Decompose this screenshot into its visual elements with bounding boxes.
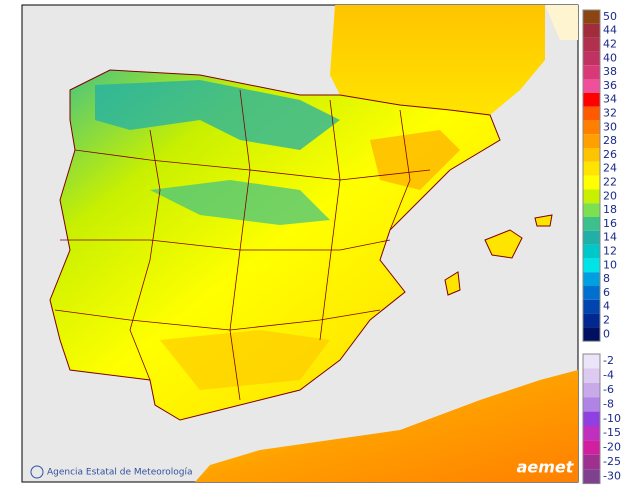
- legend-swatch: [583, 175, 600, 190]
- legend-label: 18: [603, 203, 617, 216]
- legend-label: -20: [603, 441, 621, 454]
- legend-label: 2: [603, 314, 610, 327]
- legend-swatch: [583, 51, 600, 66]
- legend-swatch: [583, 382, 600, 398]
- legend-label: 20: [603, 189, 617, 202]
- legend-swatch: [583, 10, 600, 24]
- legend-label: -8: [603, 397, 614, 410]
- credit-icon: [30, 465, 44, 479]
- legend-label: 4: [603, 300, 610, 313]
- legend-label: 36: [603, 79, 617, 92]
- legend-swatch: [583, 65, 600, 79]
- map: Agencia Estatal de Meteorología aemet: [21, 4, 579, 483]
- legend-swatch: [583, 286, 600, 300]
- legend-label: 6: [603, 286, 610, 299]
- cold-center: [150, 180, 330, 225]
- legend-swatch: [583, 454, 600, 470]
- legend-swatch: [583, 327, 600, 342]
- legend-label: -2: [603, 354, 614, 367]
- legend-frame: [582, 353, 601, 485]
- legend-label: 14: [603, 231, 617, 244]
- legend-label: 44: [603, 24, 617, 37]
- legend-label: 0: [603, 327, 610, 340]
- warm-south: [160, 330, 330, 390]
- legend-swatch: [583, 469, 600, 484]
- legend-label: 38: [603, 65, 617, 78]
- legend-swatch: [583, 313, 600, 328]
- legend-label: 10: [603, 258, 617, 271]
- legend-swatch: [583, 440, 600, 455]
- legend-label: 12: [603, 245, 617, 258]
- legend-swatch: [583, 258, 600, 273]
- logo: aemet: [517, 458, 575, 477]
- legend-swatch: [583, 134, 600, 148]
- legend-label: -25: [603, 455, 621, 468]
- legend-label: -10: [603, 412, 621, 425]
- legend-label: 40: [603, 51, 617, 64]
- legend-swatch: [583, 426, 600, 441]
- legend-swatch: [583, 299, 600, 314]
- ibiza: [444, 271, 461, 296]
- legend-swatch: [583, 23, 600, 38]
- legend-swatch: [583, 79, 600, 93]
- cold-north: [95, 80, 340, 150]
- legend-label: -6: [603, 383, 614, 396]
- legend-swatch: [583, 244, 600, 259]
- legend-frame: [582, 9, 601, 342]
- legend-swatch: [583, 411, 600, 426]
- legend-label: -30: [603, 469, 621, 482]
- legend-label: 32: [603, 107, 617, 120]
- legend-swatch: [583, 161, 600, 176]
- corsica-edge: [545, 5, 578, 40]
- legend-swatch: [583, 397, 600, 412]
- legend-swatch: [583, 120, 600, 135]
- legend-label: 28: [603, 134, 617, 147]
- legend-label: 16: [603, 217, 617, 230]
- legend-label: -15: [603, 426, 621, 439]
- legend-label: 22: [603, 176, 617, 189]
- legend-swatch: [583, 354, 600, 369]
- warm-east: [370, 130, 460, 190]
- legend-label: 26: [603, 148, 617, 161]
- legend-label: 30: [603, 120, 617, 133]
- legend-swatch: [583, 272, 600, 286]
- borders: [54, 89, 431, 401]
- mallorca: [484, 229, 523, 259]
- legend-swatch: [583, 148, 600, 162]
- credit: Agencia Estatal de Meteorología: [47, 468, 193, 478]
- legend-label: 42: [603, 38, 617, 51]
- legend-swatch: [583, 217, 600, 231]
- legend-swatch: [583, 203, 600, 217]
- legend-swatch: [583, 189, 600, 204]
- legend-label: 8: [603, 272, 610, 285]
- legend-label: 50: [603, 10, 617, 23]
- legend-swatch: [583, 106, 600, 121]
- legend-label: 34: [603, 93, 617, 106]
- france: [330, 5, 545, 115]
- legend-label: -4: [603, 369, 614, 382]
- legend-swatch: [583, 230, 600, 245]
- menorca: [534, 214, 553, 227]
- legend-label: 24: [603, 162, 617, 175]
- legend-swatch: [583, 37, 600, 52]
- africa: [195, 370, 578, 482]
- legend-swatch: [583, 92, 600, 107]
- legend-swatch: [583, 368, 600, 383]
- legend: 5044424038363432302826242220181614121086…: [582, 9, 621, 485]
